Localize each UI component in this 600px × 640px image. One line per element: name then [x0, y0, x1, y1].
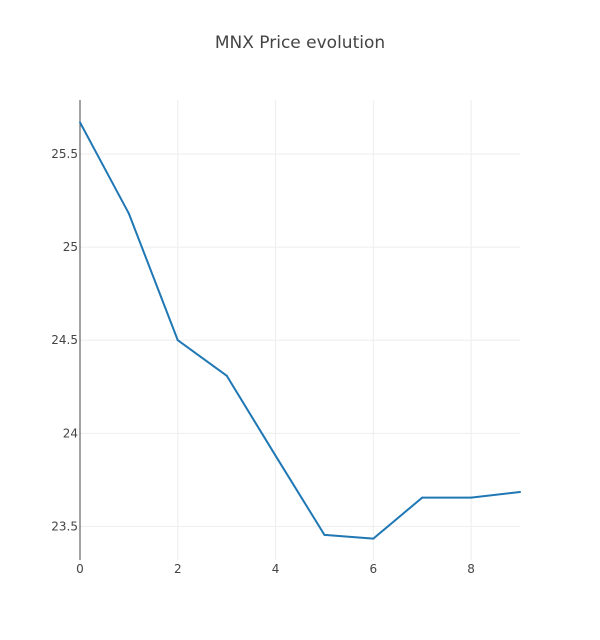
- data-point: [470, 496, 473, 499]
- x-tick-label: 0: [76, 562, 84, 576]
- y-tick-label: 23.5: [51, 519, 78, 533]
- data-point: [176, 339, 179, 342]
- data-point: [79, 121, 81, 124]
- y-tick-label: 24.5: [51, 333, 78, 347]
- y-tick-label: 24: [63, 426, 78, 440]
- data-point: [519, 491, 521, 494]
- data-point: [372, 537, 375, 540]
- x-tick-label: 2: [174, 562, 182, 576]
- y-tick-label: 25.5: [51, 147, 78, 161]
- chart-title: MNX Price evolution: [214, 33, 386, 53]
- data-point: [127, 212, 130, 215]
- data-point: [274, 454, 277, 457]
- data-point: [225, 374, 228, 377]
- data-point: [421, 496, 424, 499]
- x-tick-label: 8: [467, 562, 475, 576]
- series-line: [79, 121, 521, 540]
- x-tick-label: 6: [370, 562, 378, 576]
- x-tick-label: 4: [272, 562, 280, 576]
- y-tick-label: 25: [63, 240, 78, 254]
- data-point: [323, 533, 326, 536]
